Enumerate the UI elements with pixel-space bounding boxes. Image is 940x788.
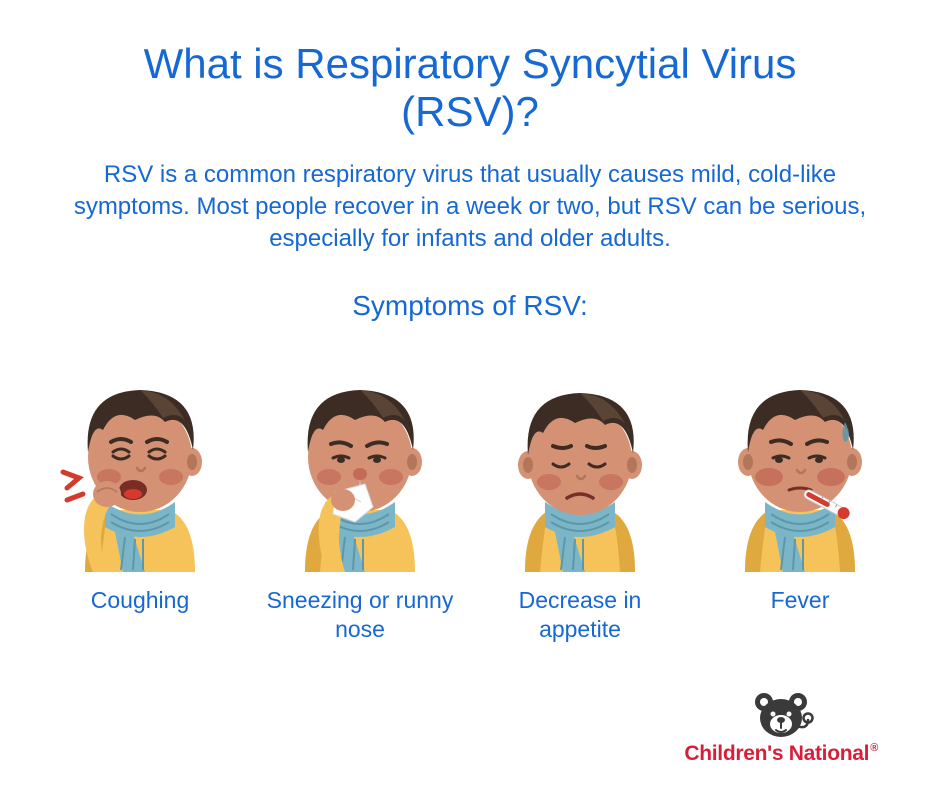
symptom-label-appetite: Decrease in appetite [485, 586, 675, 644]
symptom-label-fever: Fever [771, 586, 830, 644]
registered-mark: ® [870, 742, 878, 754]
symptom-label-coughing: Coughing [91, 586, 189, 644]
symptom-fever: Fever [705, 342, 895, 644]
symptom-appetite: Decrease in appetite [485, 342, 675, 644]
brand-logo: Children's National® [684, 690, 878, 766]
fever-illustration [705, 342, 895, 572]
sneezing-illustration [265, 342, 455, 572]
infographic-page: What is Respiratory Syncytial Virus (RSV… [0, 0, 940, 788]
symptom-label-sneezing: Sneezing or runny nose [265, 586, 455, 644]
symptoms-subheading: Symptoms of RSV: [352, 290, 587, 322]
coughing-illustration [45, 342, 235, 572]
symptoms-row: Coughing [60, 342, 880, 644]
symptom-coughing: Coughing [45, 342, 235, 644]
page-title: What is Respiratory Syncytial Virus (RSV… [70, 40, 870, 137]
symptom-sneezing: Sneezing or runny nose [265, 342, 455, 644]
bear-icon [746, 690, 816, 742]
description-text: RSV is a common respiratory virus that u… [60, 159, 880, 256]
brand-name: Children's National [684, 742, 869, 765]
brand-logo-text: Children's National® [684, 742, 878, 766]
appetite-illustration [485, 342, 675, 572]
